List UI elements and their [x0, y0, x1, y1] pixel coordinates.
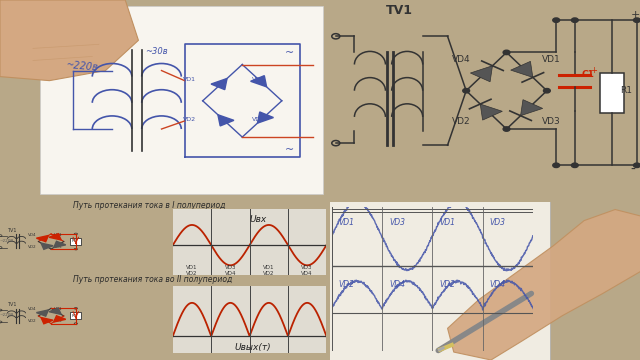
Polygon shape [480, 104, 502, 120]
Text: Путь протекания тока во II полупериод: Путь протекания тока во II полупериод [72, 275, 232, 284]
Text: ~220В: ~220В [0, 239, 14, 243]
FancyBboxPatch shape [326, 200, 550, 360]
Text: VD4: VD4 [301, 271, 313, 276]
Text: VD3: VD3 [252, 117, 265, 122]
Text: VD3: VD3 [542, 117, 561, 126]
Polygon shape [54, 316, 66, 322]
Text: VD3: VD3 [301, 265, 313, 270]
Text: VD2: VD2 [452, 117, 471, 126]
Polygon shape [218, 115, 234, 126]
Text: VD3: VD3 [490, 218, 506, 227]
Circle shape [634, 18, 640, 22]
Circle shape [572, 163, 578, 167]
Polygon shape [49, 308, 61, 314]
Polygon shape [447, 210, 640, 360]
Text: VD1: VD1 [263, 265, 275, 270]
Text: VD3: VD3 [54, 245, 63, 249]
Circle shape [543, 89, 550, 93]
Text: VD4: VD4 [252, 77, 265, 82]
Text: ~30в: ~30в [145, 48, 168, 57]
Text: VD3: VD3 [389, 218, 405, 227]
Text: VD2: VD2 [339, 280, 355, 289]
Polygon shape [36, 310, 49, 316]
Text: VD2: VD2 [440, 280, 456, 289]
Text: -: - [630, 162, 636, 176]
Text: ~220В: ~220В [0, 314, 14, 318]
Circle shape [572, 18, 578, 22]
Circle shape [553, 18, 559, 22]
Text: TV1: TV1 [385, 4, 412, 17]
Text: +: + [590, 66, 597, 75]
Polygon shape [251, 76, 267, 87]
FancyBboxPatch shape [600, 73, 625, 113]
Circle shape [463, 89, 470, 93]
Text: TV1: TV1 [6, 228, 16, 233]
FancyBboxPatch shape [70, 238, 81, 245]
Polygon shape [257, 112, 273, 123]
FancyBboxPatch shape [70, 312, 81, 319]
Text: VD1: VD1 [186, 265, 198, 270]
Text: VD3: VD3 [225, 265, 236, 270]
Text: VD2: VD2 [186, 271, 198, 276]
Text: VD1: VD1 [54, 233, 63, 237]
Text: VD3: VD3 [54, 319, 63, 323]
Text: ~: ~ [285, 145, 294, 155]
Polygon shape [36, 235, 49, 242]
Circle shape [634, 163, 640, 167]
Circle shape [553, 163, 559, 167]
Polygon shape [0, 0, 138, 81]
Text: TV1: TV1 [6, 302, 16, 307]
Polygon shape [511, 61, 533, 77]
Circle shape [503, 50, 510, 55]
Polygon shape [470, 66, 493, 82]
Text: R1: R1 [72, 314, 77, 318]
Text: VD4: VD4 [389, 280, 405, 289]
Text: VD4: VD4 [225, 271, 236, 276]
Text: Uвх: Uвх [250, 215, 267, 224]
Text: ~220в: ~220в [66, 60, 99, 73]
Text: R1: R1 [620, 86, 632, 95]
Text: VD2: VD2 [183, 117, 196, 122]
Text: VD4: VD4 [490, 280, 506, 289]
Text: ~: ~ [285, 49, 294, 58]
Text: Путь протекания тока в I полупериод: Путь протекания тока в I полупериод [72, 201, 225, 210]
Text: VD1: VD1 [183, 77, 196, 82]
Circle shape [503, 127, 510, 131]
Text: +: + [630, 10, 640, 20]
Polygon shape [41, 318, 53, 324]
Text: R1: R1 [72, 239, 77, 243]
Text: VD2: VD2 [28, 245, 36, 249]
Text: C1: C1 [581, 69, 594, 78]
Polygon shape [211, 78, 227, 90]
Text: VD4: VD4 [28, 307, 36, 311]
Text: Uвых(т): Uвых(т) [234, 343, 271, 352]
FancyBboxPatch shape [40, 6, 323, 194]
Text: VD4: VD4 [452, 55, 471, 64]
Polygon shape [41, 243, 53, 249]
Text: VD1: VD1 [339, 218, 355, 227]
Text: VD4: VD4 [28, 233, 36, 237]
Text: VD2: VD2 [263, 271, 275, 276]
Polygon shape [54, 241, 66, 248]
Polygon shape [520, 100, 543, 116]
Text: VD2: VD2 [28, 319, 36, 323]
Polygon shape [49, 234, 61, 240]
Text: VD1: VD1 [54, 307, 63, 311]
Text: VD1: VD1 [542, 55, 561, 64]
Text: VD1: VD1 [440, 218, 456, 227]
